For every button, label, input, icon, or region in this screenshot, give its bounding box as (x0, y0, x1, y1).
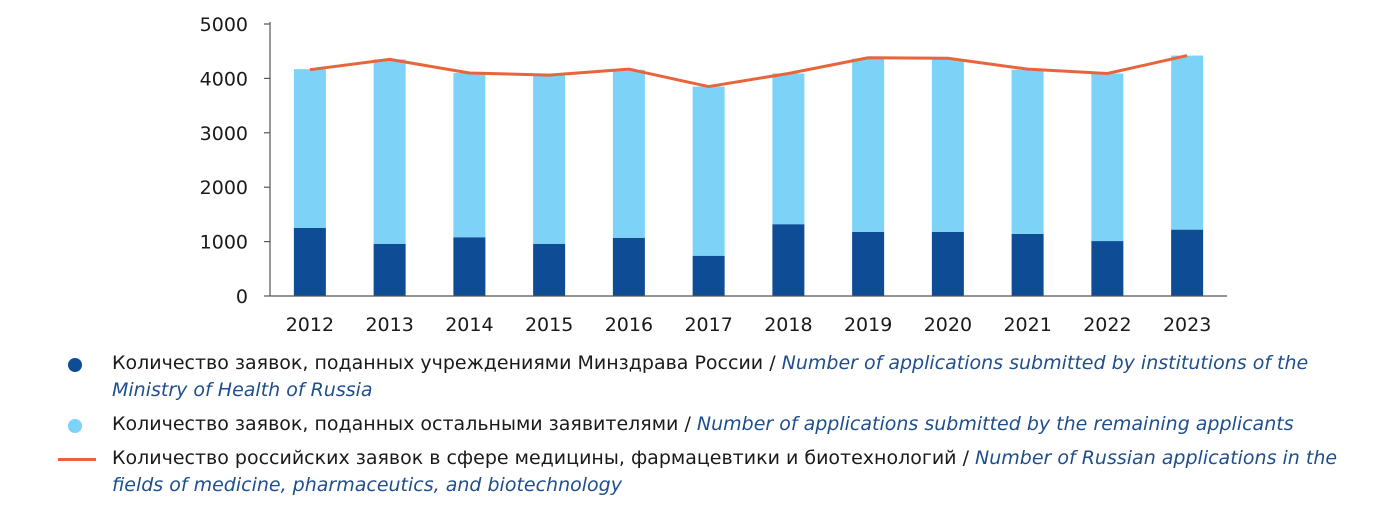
legend-line-orange (58, 458, 96, 461)
legend-label-ru: Количество заявок, поданных учреждениями… (112, 352, 782, 374)
x-tick-label: 2014 (445, 314, 493, 336)
bar-remaining (772, 73, 805, 225)
total-line-group (309, 54, 1188, 89)
y-tick-label: 0 (236, 286, 248, 308)
x-tick-label: 2017 (684, 314, 732, 336)
bar-remaining (373, 59, 406, 244)
legend-item-total: Количество российских заявок в сфере мед… (58, 445, 1388, 499)
y-tick-label: 2000 (200, 177, 248, 199)
legend-label-en: Number of applications submitted by inst… (112, 352, 1309, 401)
y-tick-label: 4000 (200, 68, 248, 90)
bar-ministry (1091, 241, 1124, 296)
x-tick-label: 2012 (286, 314, 334, 336)
bar-remaining (1091, 73, 1124, 242)
bar-ministry (1171, 229, 1204, 296)
bar-remaining (1171, 55, 1204, 230)
legend-dot-light-blue (68, 419, 82, 433)
total-applications-line (309, 54, 1188, 89)
x-tick-label: 2022 (1083, 314, 1131, 336)
y-axis: 0 1000 2000 3000 4000 5000 (200, 14, 271, 308)
bar-ministry (533, 243, 566, 296)
bar-ministry (373, 243, 406, 296)
bar-ministry (453, 237, 486, 296)
y-tick-label: 3000 (200, 123, 248, 145)
y-tick-label: 1000 (200, 232, 248, 254)
bar-ministry (1011, 233, 1044, 296)
x-tick-label: 2020 (924, 314, 972, 336)
bar-ministry (931, 231, 964, 296)
bar-ministry (692, 255, 725, 296)
bar-remaining (612, 69, 645, 238)
x-axis: 2012 2013 2014 2015 2016 2017 2018 2019 2020 2021… (270, 295, 1227, 336)
legend: Количество заявок, поданных учреждениями… (58, 350, 1388, 506)
x-tick-label: 2016 (605, 314, 653, 336)
y-tick-label: 5000 (200, 14, 248, 36)
bar-ministry (612, 237, 645, 296)
legend-dot-dark-blue (68, 358, 82, 372)
legend-item-remaining: Количество заявок, поданных остальными з… (58, 411, 1388, 438)
x-tick-label: 2013 (365, 314, 413, 336)
bar-ministry (772, 224, 805, 296)
x-tick-label: 2015 (525, 314, 573, 336)
bar-remaining (453, 72, 486, 238)
x-tick-label: 2019 (844, 314, 892, 336)
legend-label-ru: Количество заявок, поданных остальными з… (112, 413, 697, 435)
bars-group (293, 55, 1204, 296)
x-tick-label: 2021 (1003, 314, 1051, 336)
legend-label-ru: Количество российских заявок в сфере мед… (112, 447, 976, 469)
legend-item-ministry: Количество заявок, поданных учреждениями… (58, 350, 1388, 404)
bar-ministry (852, 231, 885, 296)
bar-remaining (293, 69, 326, 228)
x-tick-label: 2018 (764, 314, 812, 336)
x-tick-label: 2023 (1163, 314, 1211, 336)
legend-label-en: Number of applications submitted by the … (696, 413, 1294, 435)
bar-ministry (293, 228, 326, 296)
legend-label-en: Number of Russian applications in the fi… (112, 447, 1338, 496)
bar-remaining (533, 75, 566, 244)
bar-remaining (931, 59, 964, 232)
bar-remaining (1011, 69, 1044, 234)
bar-remaining (852, 58, 885, 232)
bar-remaining (692, 86, 725, 256)
